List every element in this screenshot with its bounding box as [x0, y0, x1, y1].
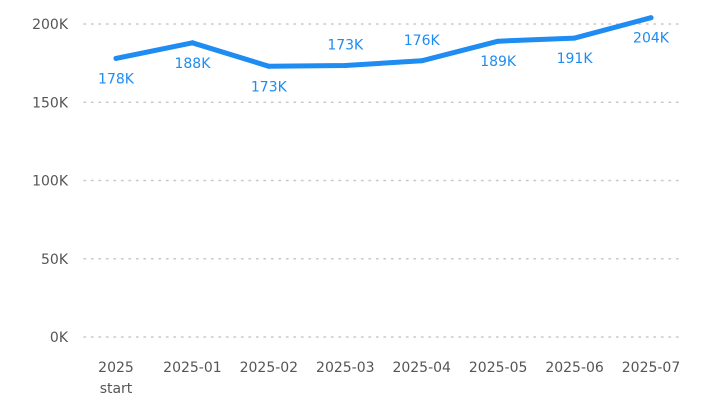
data-label: 173K [327, 37, 364, 53]
x-tick-label: 2025 start [98, 360, 134, 397]
x-axis: 2025 start 2025-01 2025-02 2025-03 2025-04 202… [98, 360, 680, 397]
x-tick-label: 2025-03 [316, 360, 375, 376]
data-labels: 178K 188K 173K 173K 176K 189K 191K 204K [98, 31, 670, 96]
data-point [342, 62, 348, 68]
x-tick-label: 2025-05 [469, 360, 528, 376]
data-point [648, 15, 654, 21]
x-tick-label: 2025-02 [240, 360, 299, 376]
data-label: 204K [633, 31, 670, 47]
data-point [113, 55, 119, 61]
x-tick-label-line: start [100, 381, 133, 397]
x-tick-label: 2025-07 [622, 360, 681, 376]
y-tick-label: 150K [32, 95, 69, 111]
data-point [266, 63, 272, 69]
x-tick-label-line: 2025-02 [240, 360, 299, 376]
x-tick-label-line: 2025-03 [316, 360, 375, 376]
x-tick-label-line: 2025-06 [545, 360, 604, 376]
data-point [495, 38, 501, 44]
x-tick-label-line: 2025 [98, 360, 134, 376]
x-tick-label-line: 2025-01 [163, 360, 222, 376]
data-point [572, 35, 578, 41]
y-tick-label: 50K [41, 252, 69, 268]
x-tick-label: 2025-06 [545, 360, 604, 376]
series-group [113, 15, 654, 69]
x-tick-label-line: 2025-07 [622, 360, 681, 376]
data-label: 191K [557, 51, 594, 67]
data-label: 178K [98, 71, 135, 87]
gridlines [83, 23, 681, 338]
data-label: 176K [404, 33, 441, 49]
x-tick-label-line: 2025-05 [469, 360, 528, 376]
x-tick-label: 2025-04 [392, 360, 451, 376]
y-tick-label: 0K [50, 330, 69, 346]
y-tick-label: 100K [32, 174, 69, 190]
series-line [113, 15, 654, 69]
data-label: 189K [480, 54, 517, 70]
y-axis: 0K 50K 100K 150K 200K [32, 17, 69, 346]
data-point [419, 58, 425, 64]
data-point [189, 40, 195, 46]
x-tick-label: 2025-01 [163, 360, 222, 376]
data-label: 188K [174, 56, 211, 72]
y-tick-label: 200K [32, 17, 69, 33]
x-tick-label-line: 2025-04 [392, 360, 451, 376]
data-label: 173K [251, 79, 288, 95]
